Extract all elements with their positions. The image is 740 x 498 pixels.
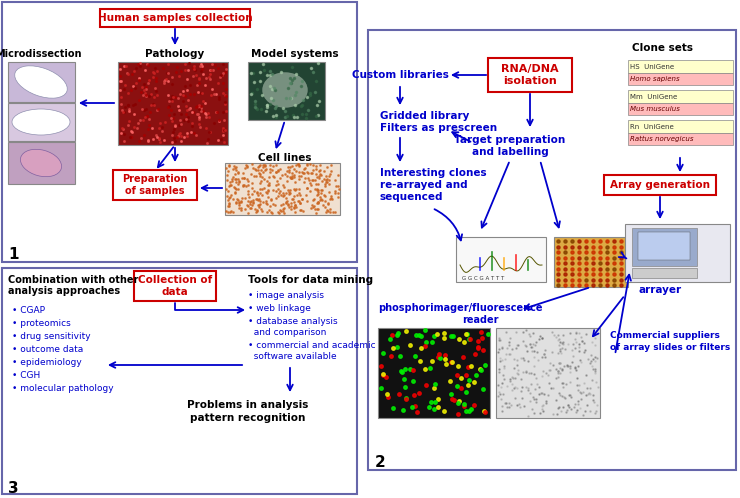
Text: software available: software available [248, 352, 337, 361]
Text: • database analysis: • database analysis [248, 317, 337, 326]
Ellipse shape [12, 109, 70, 135]
Text: • epidemiology: • epidemiology [12, 358, 81, 367]
Text: • CGAP: • CGAP [12, 305, 45, 315]
Text: of array slides or filters: of array slides or filters [610, 343, 730, 352]
Text: Preparation
of samples: Preparation of samples [122, 174, 188, 196]
Bar [248, 62, 325, 120]
Bar [554, 237, 628, 287]
Bar [456, 237, 546, 282]
Text: and labelling: and labelling [471, 147, 548, 157]
Bar [628, 120, 733, 133]
Bar [2, 2, 357, 262]
Text: Rattus norvegicus: Rattus norvegicus [630, 136, 693, 142]
Text: Collection of
data: Collection of data [138, 275, 212, 297]
Text: pattern recognition: pattern recognition [190, 413, 306, 423]
Text: Rn  UniGene: Rn UniGene [630, 124, 673, 130]
Bar [8, 103, 75, 141]
FancyBboxPatch shape [604, 175, 716, 195]
Bar [632, 268, 697, 278]
Bar [118, 62, 228, 145]
Text: Target preparation: Target preparation [454, 135, 565, 145]
Text: sequenced: sequenced [380, 192, 443, 202]
Bar [628, 103, 733, 115]
Text: • CGH: • CGH [12, 371, 40, 379]
Text: • drug sensitivity: • drug sensitivity [12, 332, 90, 341]
Text: Combination with other: Combination with other [8, 275, 138, 285]
Bar [368, 30, 736, 470]
Text: Mus musculus: Mus musculus [630, 106, 680, 112]
Text: HS  UniGene: HS UniGene [630, 64, 674, 70]
Ellipse shape [15, 66, 67, 98]
Text: Filters as prescreen: Filters as prescreen [380, 123, 497, 133]
Text: and comparison: and comparison [248, 328, 326, 337]
FancyBboxPatch shape [113, 170, 197, 200]
Bar [225, 163, 340, 215]
FancyBboxPatch shape [100, 9, 250, 27]
Ellipse shape [263, 73, 308, 108]
Text: • commercial and academic: • commercial and academic [248, 341, 376, 350]
Bar [628, 133, 733, 145]
FancyBboxPatch shape [134, 271, 216, 301]
Bar [378, 328, 490, 418]
Bar [625, 224, 730, 282]
Text: Cell lines: Cell lines [258, 153, 312, 163]
Bar [628, 90, 733, 103]
Text: Human samples collection: Human samples collection [98, 13, 252, 23]
Text: Pathology: Pathology [145, 49, 205, 59]
Bar [628, 60, 733, 73]
Text: • molecular pathology: • molecular pathology [12, 383, 114, 392]
Bar [2, 268, 357, 494]
Text: • outcome data: • outcome data [12, 345, 83, 354]
Bar [628, 73, 733, 85]
Text: Gridded library: Gridded library [380, 111, 469, 121]
Text: • image analysis: • image analysis [248, 290, 324, 299]
Text: Tools for data mining: Tools for data mining [248, 275, 373, 285]
Text: RNA/DNA
isolation: RNA/DNA isolation [501, 64, 559, 86]
Text: Clone sets: Clone sets [632, 43, 693, 53]
Text: Problems in analysis: Problems in analysis [187, 400, 309, 410]
Bar [496, 328, 600, 418]
Ellipse shape [21, 149, 61, 177]
Bar [638, 232, 690, 260]
Text: Interesting clones: Interesting clones [380, 168, 487, 178]
Text: Microdissection: Microdissection [0, 49, 81, 59]
Text: Homo sapiens: Homo sapiens [630, 76, 679, 82]
Text: 1: 1 [8, 247, 18, 261]
Bar [632, 228, 697, 266]
Text: reader: reader [462, 315, 498, 325]
Text: re-arrayed and: re-arrayed and [380, 180, 468, 190]
Text: Commercial suppliers: Commercial suppliers [610, 331, 720, 340]
Bar [8, 142, 75, 184]
Text: arrayer: arrayer [639, 285, 682, 295]
Text: G G C G A T T T: G G C G A T T T [462, 275, 504, 280]
Text: Custom libraries: Custom libraries [352, 70, 448, 80]
Text: phosphorimager/fluorescence: phosphorimager/fluorescence [377, 303, 542, 313]
Bar [8, 62, 75, 102]
Text: 3: 3 [8, 481, 18, 496]
Text: Model systems: Model systems [251, 49, 339, 59]
FancyBboxPatch shape [488, 58, 572, 92]
Text: 2: 2 [375, 455, 386, 470]
Text: Mm  UniGene: Mm UniGene [630, 94, 677, 100]
Text: Array generation: Array generation [610, 180, 710, 190]
Text: • proteomics: • proteomics [12, 319, 71, 328]
Text: analysis approaches: analysis approaches [8, 286, 120, 296]
Text: • web linkage: • web linkage [248, 303, 311, 313]
